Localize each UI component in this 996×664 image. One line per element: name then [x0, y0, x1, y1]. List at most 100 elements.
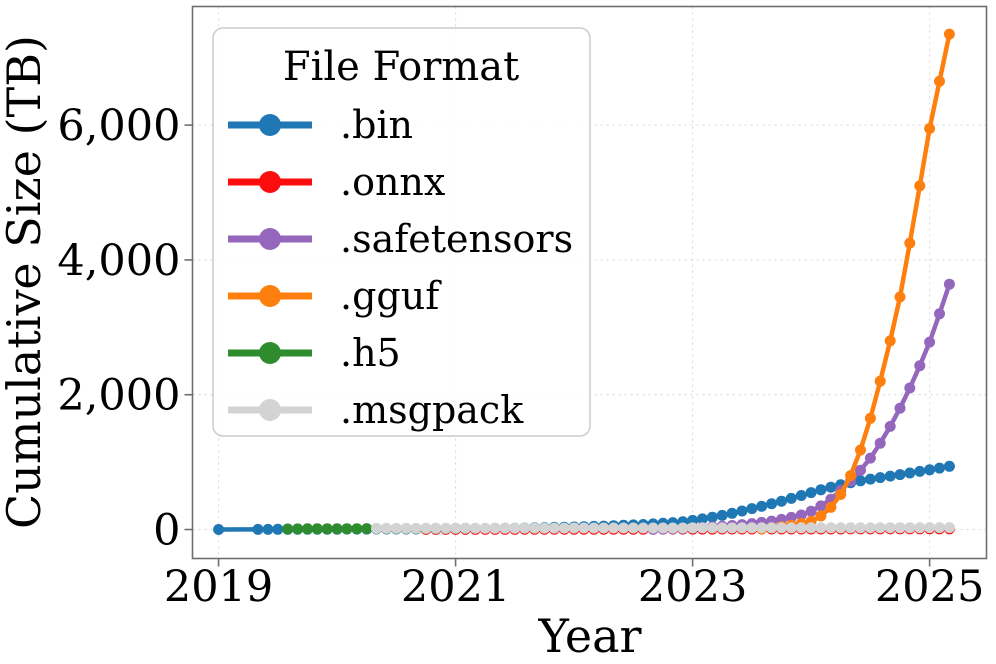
data-point-.safetensors — [855, 464, 866, 476]
data-point-.msgpack — [440, 522, 452, 534]
data-point-.bin — [914, 465, 926, 477]
x-tick-label: 2023 — [638, 562, 747, 612]
data-point-.safetensors — [884, 420, 896, 432]
data-point-.safetensors — [904, 382, 916, 394]
data-point-.gguf — [815, 510, 827, 522]
data-point-.bin — [262, 523, 274, 535]
data-point-.bin — [746, 503, 758, 515]
data-point-.msgpack — [934, 522, 945, 534]
data-point-.msgpack — [864, 522, 876, 534]
legend-marker-dot — [259, 171, 281, 193]
data-point-.msgpack — [706, 522, 718, 534]
x-tick-label: 2025 — [875, 562, 984, 612]
data-point-.bin — [934, 462, 945, 474]
data-point-.safetensors — [924, 336, 936, 348]
data-point-.bin — [706, 511, 718, 523]
data-point-.msgpack — [845, 522, 857, 534]
data-point-.bin — [756, 500, 768, 512]
data-point-.safetensors — [934, 308, 945, 320]
y-tick-label: 6,000 — [57, 101, 180, 151]
data-point-.bin — [736, 505, 748, 517]
data-point-.msgpack — [410, 522, 422, 534]
data-point-.safetensors — [864, 452, 876, 464]
data-point-.msgpack — [499, 522, 511, 534]
data-point-.gguf — [855, 444, 866, 456]
axis-ticks — [184, 124, 931, 567]
legend-label: .h5 — [340, 331, 401, 375]
data-point-.bin — [213, 524, 225, 535]
series-.gguf — [756, 28, 955, 535]
legend-title: File Format — [283, 44, 519, 90]
data-point-.msgpack — [371, 523, 382, 534]
data-point-.msgpack — [884, 522, 896, 534]
data-point-.h5 — [282, 523, 294, 535]
data-point-.msgpack — [647, 522, 659, 534]
data-point-.msgpack — [539, 522, 550, 534]
data-point-.msgpack — [479, 522, 491, 534]
x-tick-label: 2021 — [401, 562, 510, 612]
data-point-.bin — [726, 507, 738, 519]
data-point-.bin — [795, 490, 807, 501]
legend-entry-.gguf: .gguf — [228, 274, 442, 318]
data-point-.gguf — [924, 123, 936, 134]
legend-marker-dot — [259, 228, 281, 250]
data-point-.msgpack — [696, 522, 708, 534]
series-.msgpack — [371, 522, 955, 534]
data-point-.msgpack — [637, 522, 649, 534]
y-tick-label: 2,000 — [57, 371, 180, 421]
legend-marker-dot — [259, 399, 281, 421]
legend-box — [212, 27, 591, 437]
data-point-.msgpack — [924, 522, 936, 534]
data-point-.safetensors — [943, 278, 955, 290]
data-point-.gguf — [884, 335, 896, 347]
data-point-.gguf — [825, 501, 837, 513]
x-tick-label: 2019 — [164, 562, 273, 612]
data-point-.msgpack — [390, 522, 402, 534]
data-point-.msgpack — [716, 522, 728, 534]
legend-entry-.h5: .h5 — [228, 331, 401, 375]
data-point-.safetensors — [795, 509, 807, 521]
data-point-.bin — [884, 470, 896, 482]
data-point-.msgpack — [450, 522, 462, 534]
data-point-.gguf — [845, 470, 857, 482]
data-point-.bin — [894, 469, 906, 481]
data-point-.msgpack — [529, 522, 541, 534]
data-point-.h5 — [331, 523, 343, 535]
data-point-.msgpack — [736, 522, 748, 534]
data-point-.bin — [766, 498, 778, 510]
data-point-.gguf — [914, 180, 926, 192]
data-point-.msgpack — [687, 522, 699, 534]
legend-label: .onnx — [340, 160, 445, 204]
data-point-.msgpack — [835, 522, 847, 534]
data-point-.msgpack — [558, 522, 570, 534]
data-point-.bin — [252, 523, 264, 535]
plot-frame — [191, 5, 988, 560]
y-tick-label: 4,000 — [57, 236, 180, 286]
data-point-.msgpack — [746, 522, 758, 534]
data-point-.msgpack — [756, 522, 768, 534]
legend-entries: .bin .onnx .safetensors .gguf .h5 .msgpack — [228, 103, 573, 432]
data-point-.gguf — [943, 28, 955, 40]
data-point-.msgpack — [489, 522, 501, 534]
data-point-.gguf — [894, 291, 906, 303]
data-point-.msgpack — [766, 522, 778, 534]
data-point-.msgpack — [420, 522, 432, 534]
legend-entry-.msgpack: .msgpack — [228, 388, 524, 432]
data-point-.safetensors — [874, 437, 886, 449]
data-point-.msgpack — [943, 522, 955, 534]
data-point-.h5 — [361, 523, 373, 535]
data-point-.bin — [272, 523, 284, 535]
legend-label: .bin — [340, 103, 413, 147]
data-point-.msgpack — [815, 522, 827, 534]
data-point-.msgpack — [894, 522, 906, 534]
data-point-.safetensors — [815, 500, 827, 512]
data-point-.msgpack — [874, 522, 886, 534]
data-point-.msgpack — [677, 522, 689, 534]
data-point-.msgpack — [519, 522, 531, 534]
data-point-.msgpack — [795, 522, 807, 534]
data-point-.msgpack — [430, 522, 442, 534]
legend-entry-.onnx: .onnx — [228, 160, 445, 204]
x-axis-label: Year — [537, 609, 641, 663]
